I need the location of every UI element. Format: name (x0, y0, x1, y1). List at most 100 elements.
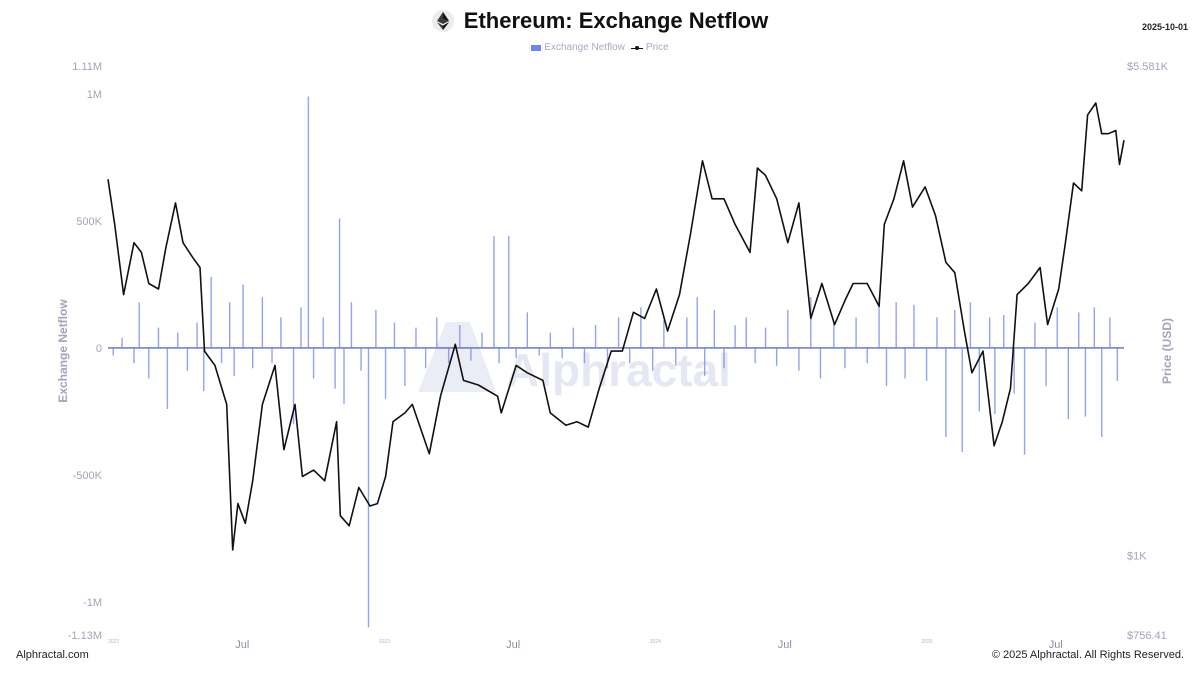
netflow-bar (775, 347, 778, 366)
netflow-bar (1109, 317, 1111, 348)
left-tick-label: 500K (76, 216, 102, 228)
netflow-bar (640, 307, 642, 348)
netflow-bar (312, 347, 315, 379)
left-tick-label: -500K (73, 470, 103, 482)
netflow-bar (229, 302, 231, 348)
legend-label-netflow: Exchange Netflow (544, 42, 625, 53)
netflow-bar (121, 337, 123, 348)
x-tick-label: Jul (235, 639, 249, 651)
left-tick-label: 1M (87, 89, 102, 101)
netflow-bar (1093, 307, 1096, 348)
netflow-bar (307, 96, 310, 348)
netflow-bar (220, 347, 223, 364)
netflow-bar (988, 317, 991, 348)
netflow-bar (617, 317, 620, 348)
netflow-bar (945, 347, 947, 437)
netflow-bar (844, 347, 846, 369)
netflow-bar (384, 347, 387, 399)
netflow-bar (895, 302, 897, 348)
x-tick-label: Jul (778, 639, 792, 651)
netflow-bar (833, 322, 835, 348)
left-axis-label: Exchange Netflow (56, 299, 70, 403)
bar-swatch-icon (531, 44, 542, 51)
netflow-bar (515, 347, 517, 359)
netflow-bar (594, 325, 597, 348)
netflow-bar (1101, 347, 1103, 437)
netflow-bar (713, 309, 716, 348)
netflow-bar (481, 332, 483, 348)
netflow-bar (798, 347, 800, 371)
netflow-bar (252, 347, 254, 369)
netflow-bar (261, 297, 264, 348)
x-tick-label: 2024 (650, 639, 661, 645)
footer-site: Alphractal.com (16, 649, 89, 661)
chart-title: Ethereum: Exchange Netflow (463, 8, 769, 33)
right-tick-label: $756.41 (1127, 630, 1167, 642)
ethereum-icon (431, 10, 454, 32)
chart-header: Ethereum: Exchange Netflow (0, 8, 1200, 34)
netflow-bar (1045, 347, 1047, 387)
netflow-bar (734, 325, 736, 348)
netflow-bar (360, 347, 362, 371)
x-tick-label: Jul (1049, 639, 1063, 651)
netflow-bar (334, 347, 336, 389)
netflow-bar (367, 347, 370, 628)
netflow-bar (166, 347, 169, 409)
netflow-bar (271, 347, 273, 364)
netflow-bar (961, 347, 963, 453)
netflow-bar (904, 347, 906, 379)
netflow-bar (300, 307, 302, 348)
netflow-bar (343, 347, 345, 404)
netflow-bar (978, 347, 980, 412)
netflow-bar (925, 347, 928, 381)
netflow-bar (210, 276, 212, 348)
netflow-bar (1034, 322, 1036, 348)
x-tick-label: 2025 (921, 639, 932, 645)
netflow-bar (583, 347, 586, 364)
netflow-bar (787, 309, 789, 348)
netflow-bar (203, 347, 205, 392)
netflow-bar (350, 302, 353, 348)
netflow-bar (196, 322, 198, 348)
netflow-bar (393, 322, 396, 348)
legend-item-price[interactable]: Price (630, 42, 669, 53)
netflow-bar (447, 347, 450, 364)
legend-item-netflow[interactable]: Exchange Netflow (531, 42, 625, 53)
netflow-bar (459, 325, 461, 348)
netflow-bar (696, 297, 698, 348)
netflow-bar (186, 347, 189, 371)
chart-legend: Exchange Netflow Price (0, 42, 1200, 53)
footer-copyright: © 2025 Alphractal. All Rights Reserved. (991, 649, 1184, 661)
netflow-bar (561, 347, 563, 359)
netflow-bar (133, 347, 135, 364)
netflow-bar (424, 347, 427, 369)
netflow-bar (652, 347, 654, 371)
netflow-bar (470, 347, 472, 361)
netflow-bar (954, 309, 956, 348)
left-axis: 1.11M 1M 500K 0 -500K -1M -1.13M (68, 61, 103, 642)
netflow-bar (493, 236, 495, 348)
netflow-bar (322, 317, 324, 348)
netflow-bar (936, 317, 938, 348)
netflow-bar (508, 236, 510, 348)
netflow-bar (745, 317, 747, 348)
netflow-bar (292, 347, 295, 425)
netflow-bar (764, 327, 767, 348)
left-tick-label: -1.13M (68, 630, 102, 642)
netflow-bar (1078, 312, 1080, 348)
line-marker-swatch-icon (630, 44, 643, 52)
netflow-bar (663, 320, 665, 348)
netflow-bar (703, 347, 706, 376)
netflow-bar (819, 347, 822, 379)
netflow-bar (866, 347, 868, 364)
netflow-bar (404, 347, 406, 387)
netflow-bar (157, 327, 160, 348)
netflow-bar (148, 347, 150, 379)
netflow-bar (969, 302, 972, 348)
x-tick-label: 2023 (379, 639, 390, 645)
netflow-bar (338, 218, 341, 348)
right-tick-label: $1K (1127, 551, 1147, 563)
netflow-bar (686, 317, 688, 348)
watermark-text: Alphractal (506, 344, 731, 396)
